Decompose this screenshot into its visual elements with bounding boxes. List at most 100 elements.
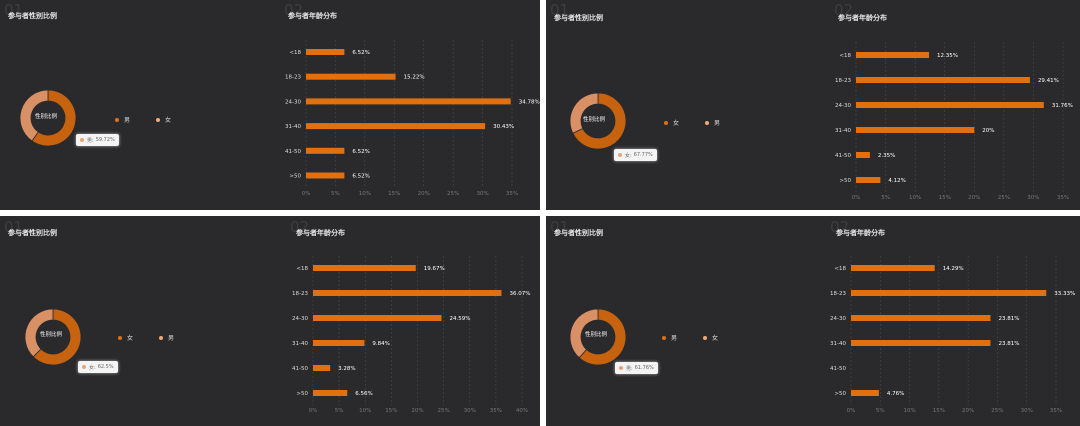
bar->50[interactable] <box>851 390 879 396</box>
x-tick-label: 10% <box>903 408 915 414</box>
donut-slice-1[interactable] <box>578 308 627 366</box>
gender-donut-chart[interactable] <box>0 216 540 426</box>
pie-title: 参与者性别比例 <box>8 12 57 20</box>
category-label: >50 <box>296 391 308 397</box>
pie-section-number: 01 <box>4 1 24 19</box>
x-tick-label: 30% <box>476 191 488 197</box>
bar-31-40[interactable] <box>313 340 365 346</box>
bar-18-23[interactable] <box>856 77 1030 83</box>
legend-label: 男 <box>124 117 131 124</box>
legend-dot-male <box>664 120 668 125</box>
x-tick-label: 10% <box>359 408 371 414</box>
gender-legend: 女 男 <box>118 333 174 342</box>
category-label: 41-50 <box>285 149 301 155</box>
category-label: 41-50 <box>835 153 851 159</box>
legend-item-1[interactable]: 女 <box>664 118 679 127</box>
tooltip-dot <box>80 138 84 142</box>
category-label: >50 <box>839 178 851 184</box>
x-tick-label: 35% <box>1057 195 1069 201</box>
legend-dot-male <box>662 335 666 340</box>
bar-24-30[interactable] <box>851 315 991 321</box>
bar->50[interactable] <box>856 177 881 183</box>
donut-slice-1[interactable] <box>31 89 77 147</box>
bar-31-40[interactable] <box>306 123 486 130</box>
x-tick-label: 0% <box>852 195 861 201</box>
chart-panel-4: 01 02 参与者性别比例 参与者年龄分布 性别比例 男 女 男: 61.76%… <box>546 216 1080 426</box>
bar-<18[interactable] <box>851 265 935 271</box>
x-tick-label: 25% <box>998 195 1010 201</box>
legend-label: 女 <box>127 335 134 342</box>
bar-31-40[interactable] <box>856 127 975 133</box>
bar-41-50[interactable] <box>306 147 345 154</box>
legend-item-2[interactable]: 女 <box>703 333 718 342</box>
donut-center-label: 性别比例 <box>40 332 63 338</box>
tooltip-label: 男: <box>87 137 94 144</box>
donut-tooltip: 女: 67.77% <box>614 149 657 161</box>
bar-18-23[interactable] <box>306 73 396 80</box>
value-label: 23.81% <box>998 316 1019 322</box>
legend-label: 男 <box>714 120 721 127</box>
category-label: 18-23 <box>292 291 308 297</box>
legend-item-1[interactable]: 男 <box>662 333 677 342</box>
category-label: 31-40 <box>835 128 851 134</box>
category-label: 18-23 <box>285 75 301 81</box>
bar-<18[interactable] <box>856 52 930 58</box>
bar-24-30[interactable] <box>856 102 1044 108</box>
value-label: 6.52% <box>352 50 369 56</box>
age-bar-chart: 0% 5% 10% 15% 20% 25% 30% 35% 40% <18 19.67% 18-23 3… <box>292 256 530 414</box>
bar->50[interactable] <box>313 390 348 396</box>
bar-<18[interactable] <box>306 49 345 55</box>
bar-41-50[interactable] <box>856 152 870 158</box>
donut-slice-1[interactable] <box>572 92 627 150</box>
donut-tooltip: 女: 62.5% <box>78 361 118 373</box>
category-label: 31-40 <box>285 124 301 130</box>
value-label: 6.52% <box>352 174 369 180</box>
bar->50[interactable] <box>306 172 345 179</box>
legend-item-1[interactable]: 男 <box>115 115 130 124</box>
value-label: 9.84% <box>372 341 389 347</box>
donut-slice-2[interactable] <box>569 92 599 134</box>
pie-section-number: 01 <box>550 1 570 19</box>
bar-31-40[interactable] <box>851 340 991 346</box>
category-label: <18 <box>834 266 846 272</box>
legend-item-2[interactable]: 男 <box>159 333 174 342</box>
value-label: 31.76% <box>1052 103 1073 109</box>
x-tick-label: 5% <box>881 195 890 201</box>
x-tick-label: 30% <box>464 408 476 414</box>
legend-item-1[interactable]: 女 <box>118 333 133 342</box>
legend-label: 男 <box>168 335 175 342</box>
x-tick-label: 15% <box>388 191 400 197</box>
legend-item-2[interactable]: 女 <box>156 115 171 124</box>
gender-donut-chart[interactable] <box>0 0 540 210</box>
bar-<18[interactable] <box>313 265 416 271</box>
x-tick-label: 5% <box>331 191 340 197</box>
donut-slice-2[interactable] <box>19 89 49 142</box>
donut-slice-2[interactable] <box>24 308 54 358</box>
value-label: 24.59% <box>449 316 470 322</box>
gender-donut-chart[interactable] <box>546 0 1080 210</box>
legend-item-2[interactable]: 男 <box>705 118 720 127</box>
value-label: 15.22% <box>404 75 425 81</box>
x-tick-label: 25% <box>438 408 450 414</box>
x-tick-label: 5% <box>876 408 885 414</box>
donut-slice-2[interactable] <box>569 308 599 359</box>
tooltip-value: 59.72% <box>95 137 115 143</box>
tooltip-dot <box>618 153 622 157</box>
bar-41-50[interactable] <box>313 365 331 371</box>
donut-center-label: 性别比例 <box>35 114 58 120</box>
tooltip-label: 男: <box>626 365 633 372</box>
bar-24-30[interactable] <box>313 315 442 321</box>
gender-donut-chart[interactable] <box>546 216 1080 426</box>
bar-18-23[interactable] <box>313 290 502 296</box>
legend-dot-female <box>703 335 708 340</box>
bar-24-30[interactable] <box>306 98 511 105</box>
x-tick-label: 25% <box>447 191 459 197</box>
x-tick-label: 35% <box>490 408 502 414</box>
bar-18-23[interactable] <box>851 290 1047 296</box>
x-tick-label: 0% <box>302 191 311 197</box>
x-tick-label: 20% <box>411 408 423 414</box>
donut-slice-1[interactable] <box>32 308 82 366</box>
category-label: 31-40 <box>292 341 308 347</box>
category-label: 24-30 <box>292 316 308 322</box>
bar-title: 参与者年龄分布 <box>836 229 885 237</box>
